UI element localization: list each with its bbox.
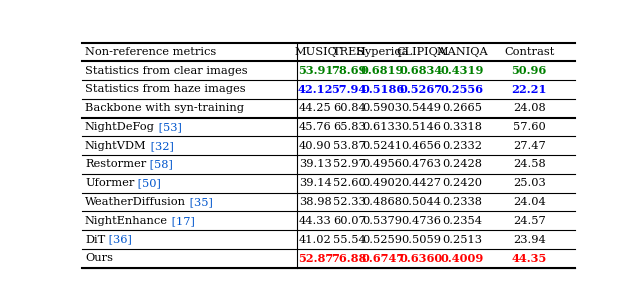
Text: Uformer: Uformer [85, 178, 134, 188]
Text: 0.5449: 0.5449 [401, 103, 441, 113]
Text: DiT: DiT [85, 234, 105, 244]
Text: 24.58: 24.58 [513, 159, 545, 170]
Text: 22.21: 22.21 [511, 84, 547, 95]
Text: NightEnhance: NightEnhance [85, 216, 168, 226]
Text: 45.76: 45.76 [299, 122, 332, 132]
Text: Non-reference metrics: Non-reference metrics [85, 47, 216, 57]
Text: [35]: [35] [186, 197, 213, 207]
Text: 78.69: 78.69 [332, 65, 367, 76]
Text: 24.08: 24.08 [513, 103, 545, 113]
Text: 0.4902: 0.4902 [363, 178, 403, 188]
Text: 52.33: 52.33 [333, 197, 365, 207]
Text: 0.5044: 0.5044 [401, 197, 441, 207]
Text: 44.35: 44.35 [511, 253, 547, 264]
Text: 0.6834: 0.6834 [399, 65, 443, 76]
Text: 0.6819: 0.6819 [361, 65, 404, 76]
Text: 52.87: 52.87 [298, 253, 333, 264]
Text: [58]: [58] [146, 159, 173, 170]
Text: 50.96: 50.96 [511, 65, 547, 76]
Text: 0.5259: 0.5259 [363, 234, 403, 244]
Text: 0.5146: 0.5146 [401, 122, 441, 132]
Text: 0.4956: 0.4956 [363, 159, 403, 170]
Text: 27.47: 27.47 [513, 141, 545, 151]
Text: 0.2420: 0.2420 [442, 178, 483, 188]
Text: 0.2338: 0.2338 [442, 197, 483, 207]
Text: 25.03: 25.03 [513, 178, 545, 188]
Text: 24.57: 24.57 [513, 216, 545, 226]
Text: 24.04: 24.04 [513, 197, 545, 207]
Text: Contrast: Contrast [504, 47, 554, 57]
Text: 0.5186: 0.5186 [361, 84, 404, 95]
Text: 0.4656: 0.4656 [401, 141, 441, 151]
Text: WeatherDiffusion: WeatherDiffusion [85, 197, 186, 207]
Text: 0.2513: 0.2513 [442, 234, 483, 244]
Text: 0.5241: 0.5241 [363, 141, 403, 151]
Text: 38.98: 38.98 [299, 197, 332, 207]
Text: NightDeFog: NightDeFog [85, 122, 155, 132]
Text: 52.97: 52.97 [333, 159, 365, 170]
Text: [32]: [32] [147, 141, 173, 151]
Text: 44.25: 44.25 [299, 103, 332, 113]
Text: [53]: [53] [155, 122, 182, 132]
Text: 0.6133: 0.6133 [363, 122, 403, 132]
Text: 0.5903: 0.5903 [363, 103, 403, 113]
Text: 52.60: 52.60 [333, 178, 365, 188]
Text: 0.6747: 0.6747 [361, 253, 404, 264]
Text: Statistics from clear images: Statistics from clear images [85, 66, 248, 76]
Text: 0.4009: 0.4009 [441, 253, 484, 264]
Text: 41.02: 41.02 [299, 234, 332, 244]
Text: [36]: [36] [105, 234, 132, 244]
Text: 0.5379: 0.5379 [363, 216, 403, 226]
Text: 0.2428: 0.2428 [442, 159, 483, 170]
Text: CLIPIQA: CLIPIQA [396, 47, 446, 57]
Text: 39.13: 39.13 [299, 159, 332, 170]
Text: MANIQA: MANIQA [436, 47, 488, 57]
Text: NightVDM: NightVDM [85, 141, 147, 151]
Text: [17]: [17] [168, 216, 195, 226]
Text: 0.2354: 0.2354 [442, 216, 483, 226]
Text: 60.07: 60.07 [333, 216, 365, 226]
Text: 57.60: 57.60 [513, 122, 545, 132]
Text: 0.6360: 0.6360 [399, 253, 443, 264]
Text: Ours: Ours [85, 253, 113, 263]
Text: 0.3318: 0.3318 [442, 122, 483, 132]
Text: 0.2665: 0.2665 [442, 103, 483, 113]
Text: 44.33: 44.33 [299, 216, 332, 226]
Text: Backbone with syn-training: Backbone with syn-training [85, 103, 244, 113]
Text: 0.2556: 0.2556 [441, 84, 484, 95]
Text: TRES: TRES [333, 47, 365, 57]
Text: 60.84: 60.84 [333, 103, 365, 113]
Text: 39.14: 39.14 [299, 178, 332, 188]
Text: 57.94: 57.94 [332, 84, 367, 95]
Text: 53.87: 53.87 [333, 141, 365, 151]
Text: MUSIQ: MUSIQ [294, 47, 337, 57]
Text: 0.4427: 0.4427 [401, 178, 441, 188]
Text: Restormer: Restormer [85, 159, 146, 170]
Text: 53.91: 53.91 [298, 65, 333, 76]
Text: 0.2332: 0.2332 [442, 141, 483, 151]
Text: 0.4763: 0.4763 [401, 159, 441, 170]
Text: 0.4868: 0.4868 [363, 197, 403, 207]
Text: 0.5059: 0.5059 [401, 234, 441, 244]
Text: [50]: [50] [134, 178, 161, 188]
Text: 0.4736: 0.4736 [401, 216, 441, 226]
Text: 65.83: 65.83 [333, 122, 365, 132]
Text: 0.4319: 0.4319 [441, 65, 484, 76]
Text: Hyperiqa: Hyperiqa [356, 47, 410, 57]
Text: Statistics from haze images: Statistics from haze images [85, 84, 246, 95]
Text: 40.90: 40.90 [299, 141, 332, 151]
Text: 55.54: 55.54 [333, 234, 365, 244]
Text: 42.12: 42.12 [298, 84, 333, 95]
Text: 23.94: 23.94 [513, 234, 545, 244]
Text: 0.5267: 0.5267 [399, 84, 443, 95]
Text: 76.88: 76.88 [332, 253, 367, 264]
